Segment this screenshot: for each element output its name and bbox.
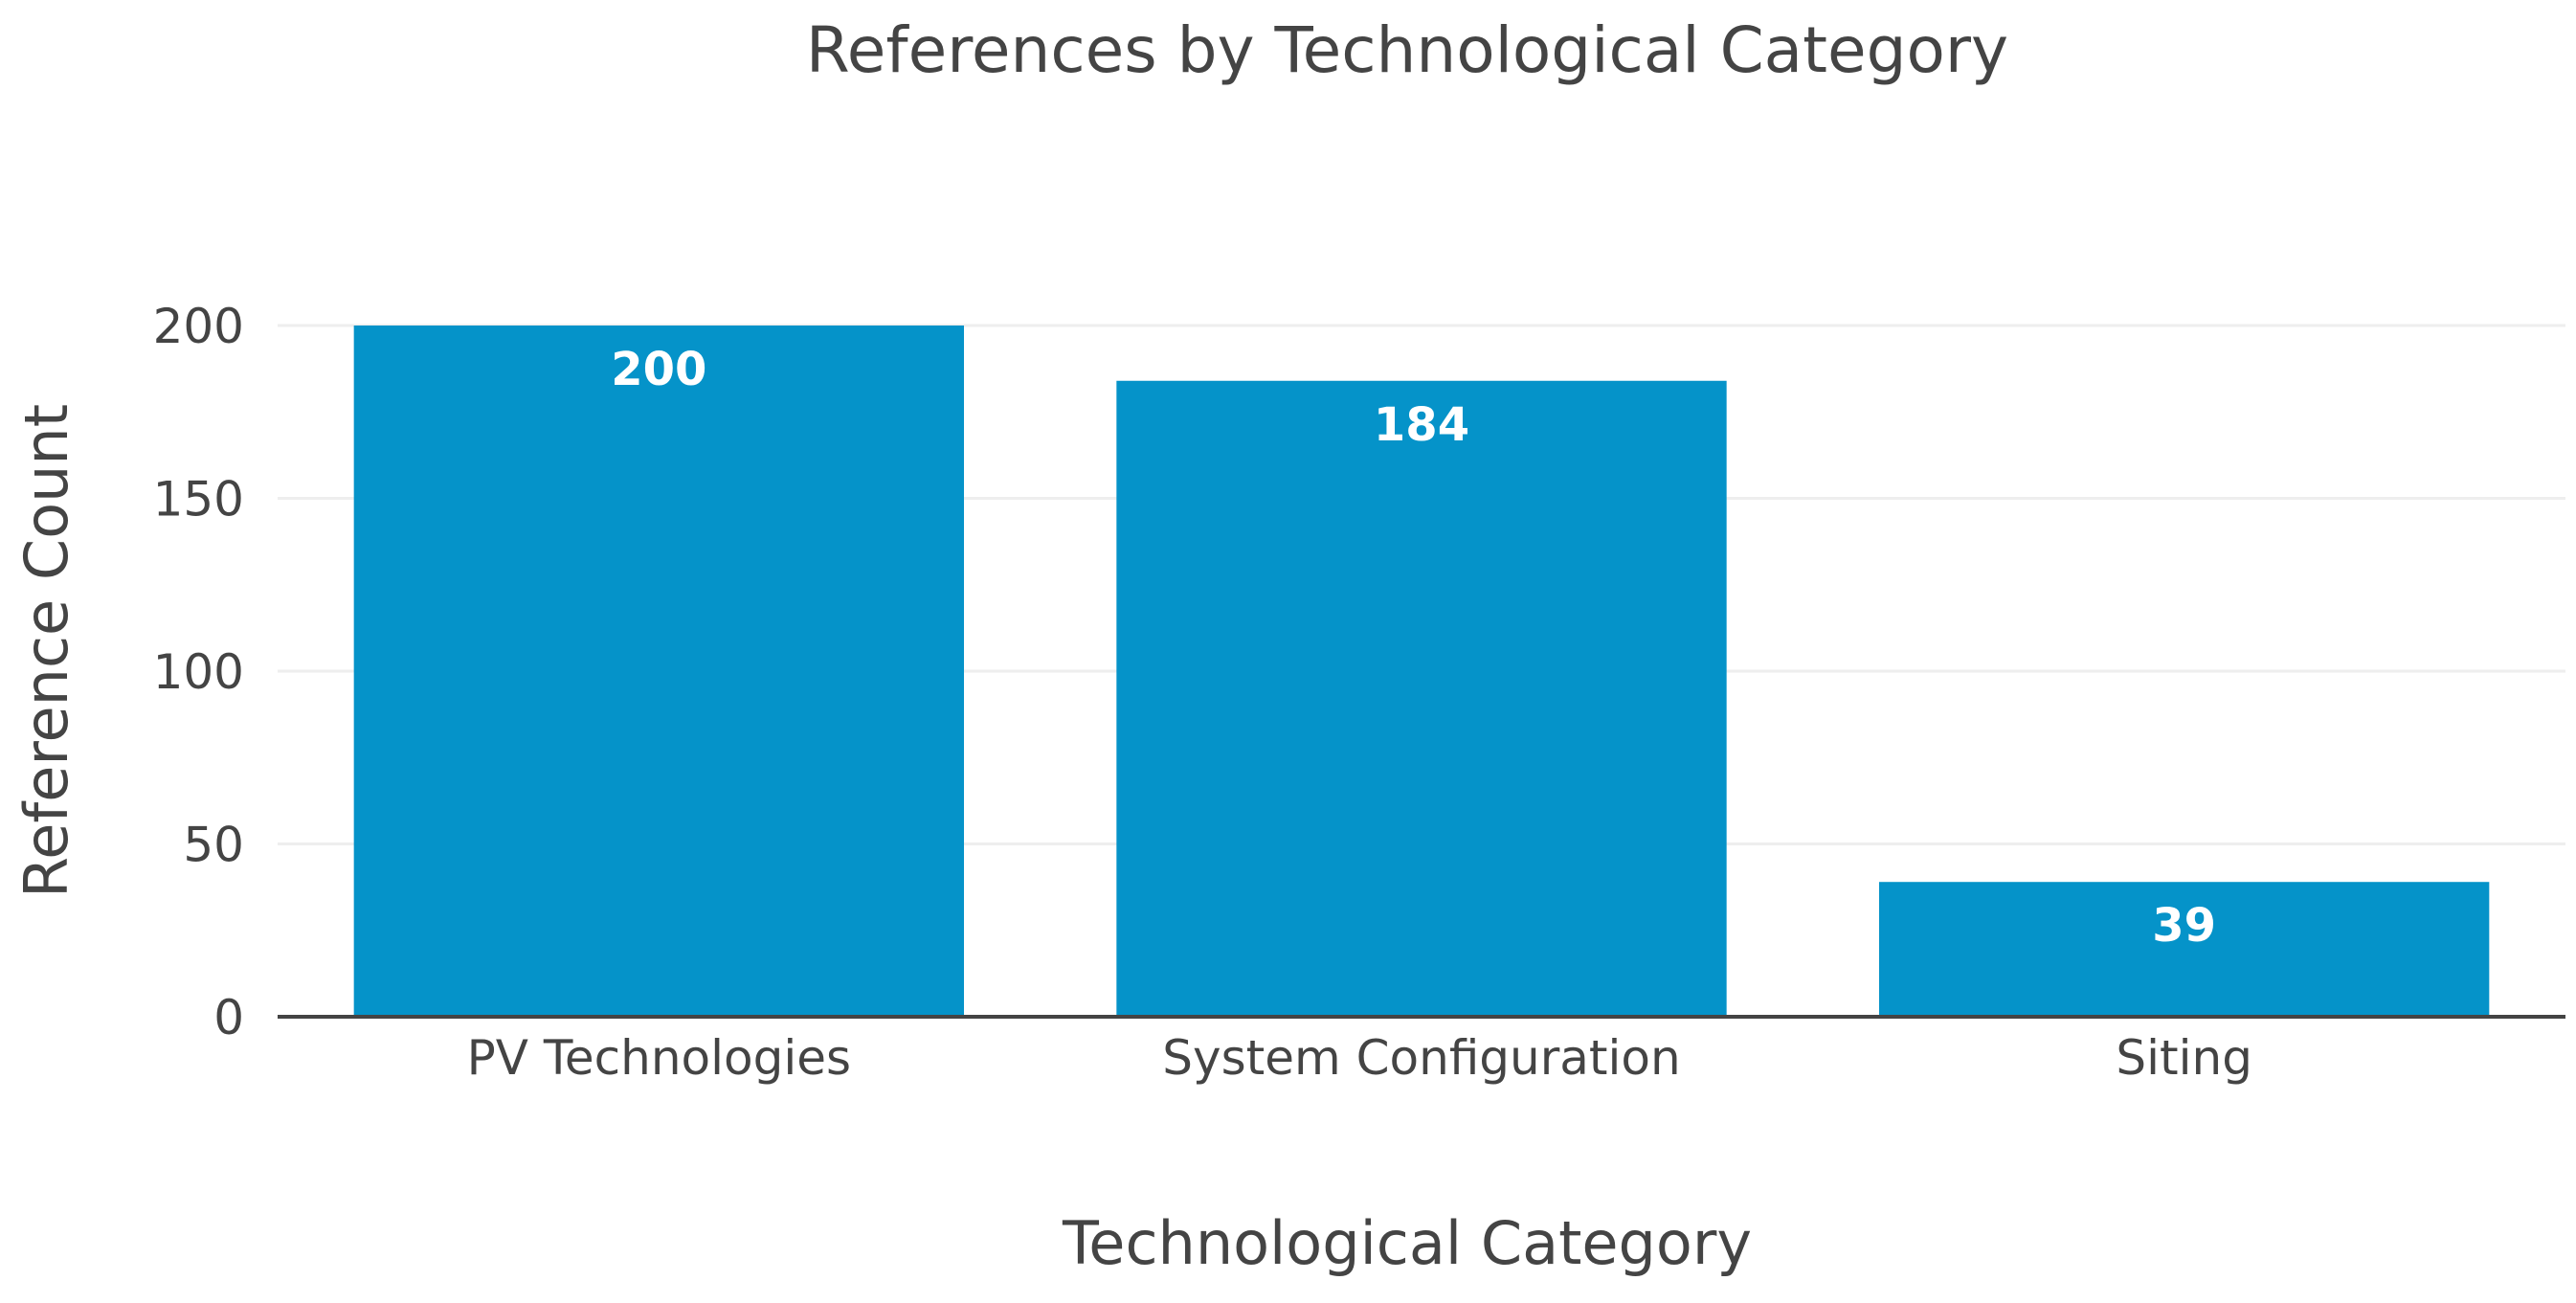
bar-value-label: 39	[2152, 899, 2216, 953]
x-axis-ticks: PV Technologies System Configuration Sitin…	[467, 1030, 2252, 1086]
bar	[1116, 380, 1727, 1017]
y-tick-label: 50	[183, 818, 244, 873]
y-tick-label: 0	[213, 990, 244, 1045]
x-tick-label: PV Technologies	[467, 1030, 851, 1086]
bar	[1879, 882, 2490, 1017]
y-tick-label: 200	[153, 299, 244, 354]
y-tick-label: 150	[153, 472, 244, 528]
y-tick-label: 100	[153, 644, 244, 700]
bar	[353, 326, 965, 1017]
bar-value-label: 200	[611, 343, 706, 396]
bar-value-label: 184	[1374, 398, 1469, 452]
y-axis-title: Reference Count	[11, 404, 81, 898]
x-tick-label: System Configuration	[1162, 1030, 1680, 1086]
x-axis-title: Technological Category	[1062, 1208, 1752, 1278]
x-tick-label: Siting	[2116, 1030, 2252, 1086]
bar-data-labels: 200 184 39	[611, 343, 2216, 953]
chart-title: References by Technological Category	[806, 13, 2008, 87]
y-axis-ticks: 0 50 100 150 200	[153, 299, 244, 1045]
bars	[353, 326, 2490, 1017]
